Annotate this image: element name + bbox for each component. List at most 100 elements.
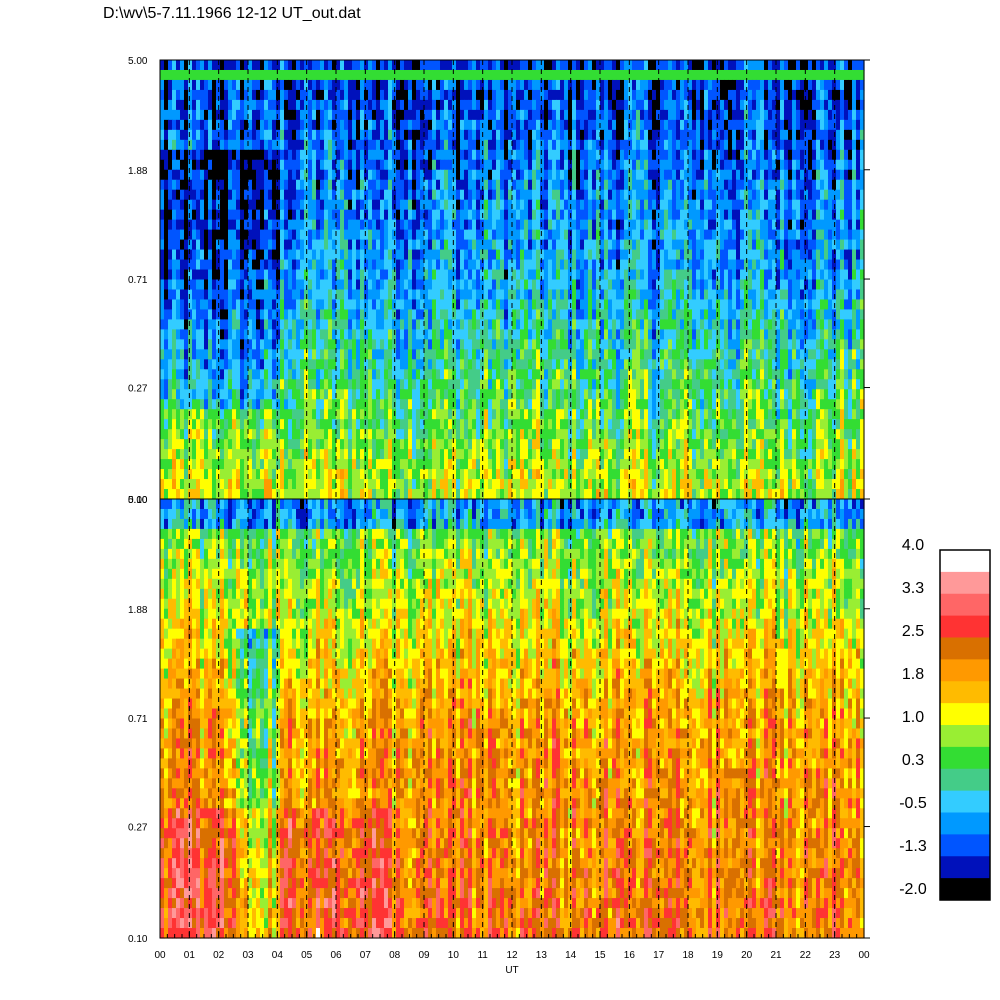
heatmap-cell <box>436 119 441 131</box>
heatmap-cell <box>464 159 469 171</box>
heatmap-cell <box>764 89 769 101</box>
heatmap-cell <box>416 89 421 101</box>
heatmap-cell <box>596 179 601 191</box>
heatmap-cell <box>576 169 581 181</box>
heatmap-cell <box>460 289 465 301</box>
heatmap-cell <box>420 229 425 241</box>
heatmap-cell <box>528 309 533 321</box>
heatmap-cell <box>748 69 753 81</box>
heatmap-cell <box>236 159 241 171</box>
heatmap-cell <box>812 229 817 241</box>
heatmap-cell <box>712 329 717 340</box>
heatmap-cell <box>704 109 709 121</box>
heatmap-cell <box>772 279 777 291</box>
heatmap-cell <box>500 289 505 301</box>
heatmap-cell <box>288 69 293 81</box>
heatmap-cell <box>772 229 777 241</box>
heatmap-cell <box>536 229 541 241</box>
heatmap-cell <box>696 329 701 340</box>
heatmap-cell <box>788 79 793 91</box>
heatmap-cell <box>800 229 805 241</box>
heatmap-cell <box>504 279 509 291</box>
heatmap-cell <box>760 229 765 241</box>
heatmap-cell <box>208 159 213 171</box>
heatmap-cell <box>220 209 225 221</box>
heatmap-cell <box>448 69 453 81</box>
heatmap-cell <box>224 269 229 281</box>
heatmap-cell <box>724 179 729 191</box>
heatmap-cell <box>468 239 473 251</box>
heatmap-cell <box>780 219 785 231</box>
heatmap-cell <box>264 109 269 121</box>
heatmap-cell <box>768 329 773 340</box>
heatmap-cell <box>472 159 477 171</box>
heatmap-cell <box>340 209 345 221</box>
heatmap-cell <box>756 99 761 111</box>
heatmap-cell <box>492 319 497 330</box>
heatmap-cell <box>848 119 853 131</box>
heatmap-cell <box>368 89 373 101</box>
heatmap-cell <box>184 119 189 131</box>
heatmap-cell <box>668 79 673 91</box>
heatmap-cell <box>744 179 749 191</box>
heatmap-cell <box>544 319 549 330</box>
heatmap-cell <box>664 329 669 340</box>
heatmap-cell <box>552 279 557 291</box>
heatmap-cell <box>352 239 357 251</box>
heatmap-cell <box>276 259 281 271</box>
heatmap-cell <box>456 169 461 181</box>
heatmap-cell <box>600 179 605 191</box>
heatmap-cell <box>180 89 185 101</box>
heatmap-cell <box>276 99 281 111</box>
heatmap-cell <box>496 309 501 321</box>
heatmap-cell <box>600 329 605 340</box>
heatmap-cell <box>204 159 209 171</box>
heatmap-cell <box>380 159 385 171</box>
heatmap-cell <box>444 229 449 241</box>
heatmap-cell <box>296 79 301 91</box>
heatmap-cell <box>432 189 437 201</box>
heatmap-cell <box>308 209 313 221</box>
heatmap-cell <box>324 319 329 330</box>
heatmap-cell <box>424 199 429 211</box>
heatmap-cell <box>228 189 233 201</box>
heatmap-cell <box>680 169 685 181</box>
heatmap-cell <box>568 269 573 281</box>
heatmap-cell <box>276 339 281 350</box>
heatmap-cell <box>276 219 281 231</box>
heatmap-cell <box>548 99 553 111</box>
heatmap-cell <box>612 289 617 301</box>
heatmap-cell <box>820 189 825 201</box>
heatmap-cell <box>428 279 433 291</box>
heatmap-cell <box>196 229 201 241</box>
heatmap-cell <box>768 169 773 181</box>
heatmap-cell <box>744 279 749 291</box>
heatmap-cell <box>508 219 513 231</box>
heatmap-cell <box>216 149 221 161</box>
heatmap-cell <box>696 199 701 211</box>
heatmap-cell <box>360 239 365 251</box>
heatmap-cell <box>740 269 745 281</box>
heatmap-cell <box>196 129 201 141</box>
heatmap-cell <box>564 99 569 111</box>
heatmap-cell <box>212 109 217 121</box>
heatmap-cell <box>372 329 377 340</box>
heatmap-cell <box>740 159 745 171</box>
heatmap-cell <box>180 269 185 281</box>
heatmap-cell <box>848 69 853 81</box>
heatmap-cell <box>312 169 317 181</box>
heatmap-cell <box>400 79 405 91</box>
heatmap-cell <box>224 179 229 191</box>
heatmap-cell <box>788 179 793 191</box>
heatmap-cell <box>820 119 825 131</box>
heatmap-cell <box>468 299 473 311</box>
heatmap-cell <box>772 319 777 330</box>
heatmap-cell <box>284 89 289 101</box>
heatmap-cell <box>404 209 409 221</box>
heatmap-cell <box>656 279 661 291</box>
heatmap-cell <box>220 229 225 241</box>
heatmap-cell <box>552 109 557 121</box>
heatmap-cell <box>580 89 585 101</box>
heatmap-cell <box>216 79 221 91</box>
heatmap-cell <box>628 299 633 311</box>
